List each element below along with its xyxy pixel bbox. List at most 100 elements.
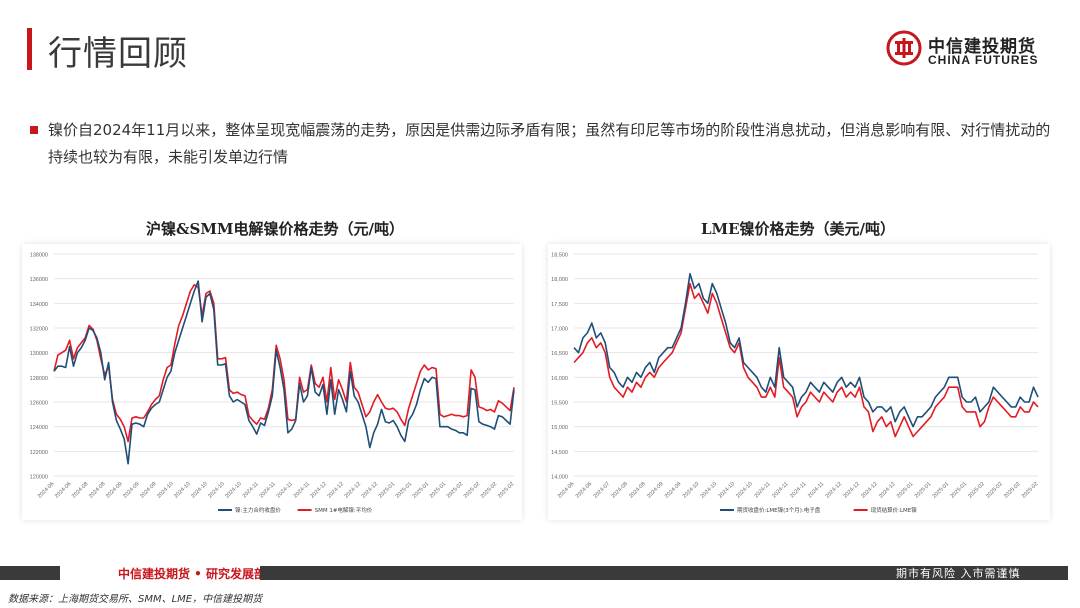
x-tick-label: 2024-12 — [860, 481, 879, 500]
x-tick-label: 2024-11 — [242, 481, 260, 499]
x-tick-label: 2025-01 — [914, 481, 933, 500]
footer-bar-left — [0, 566, 60, 580]
y-tick-label: 18,500 — [551, 253, 568, 259]
y-tick-label: 136000 — [30, 277, 48, 283]
x-tick-label: 2024-10 — [190, 481, 209, 500]
x-tick-label: 2025-01 — [950, 481, 969, 500]
chart-title-lme: LME镍价格走势（美元/吨） — [700, 220, 896, 238]
summary-text: 镍价自2024年11月以来，整体呈现宽幅震荡的走势，原因是供需边际矛盾有限；虽然… — [48, 121, 1051, 166]
x-tick-label: 2024-11 — [276, 481, 294, 499]
x-tick-label: 2024-06 — [54, 481, 73, 500]
x-tick-label: 2024-12 — [344, 481, 363, 500]
x-tick-label: 2025-01 — [932, 481, 951, 500]
x-tick-label: 2025-01 — [429, 481, 448, 500]
y-tick-label: 15,000 — [551, 425, 568, 431]
x-tick-label: 2024-11 — [807, 481, 825, 499]
y-tick-label: 138000 — [30, 253, 48, 259]
legend-label: 期货收盘价:LME镍(3个月):电子盘 — [737, 506, 821, 514]
chart-lme-svg: 14,000 14,500 15,000 15,500 16,000 16,500 17,0… — [551, 253, 1040, 515]
chart-shfe-nickel: 120000 122000 124000 126000 128000 130000 1320… — [22, 244, 522, 520]
x-tick-label: 2024-11 — [259, 481, 277, 499]
x-tick-label: 2024-11 — [789, 481, 807, 499]
page-title: 行情回顾 — [48, 34, 188, 74]
x-tick-label: 2024-12 — [878, 481, 897, 500]
x-tick-label: 2024-10 — [173, 481, 192, 500]
x-tick-label: 2024-06 — [557, 481, 576, 500]
footer-risk-slogan: 期市有风险 入市需谨慎 — [896, 567, 1021, 580]
data-source-note: 数据来源：上海期货交易所、SMM、LME，中信建投期货 — [8, 594, 263, 605]
footer-gap — [60, 566, 260, 580]
x-tick-label: 2025-02 — [1021, 481, 1040, 500]
x-tick-label: 2024-10 — [718, 481, 737, 500]
x-tick-label: 2024-12 — [825, 481, 844, 500]
y-tick-label: 120000 — [30, 475, 48, 481]
x-tick-label: 2024-10 — [156, 481, 175, 500]
y-tick-label: 15,500 — [551, 401, 568, 407]
y-tick-label: 128000 — [30, 376, 48, 382]
x-tick-label: 2024-10 — [224, 481, 243, 500]
x-tick-label: 2024-10 — [735, 481, 754, 500]
x-tick-label: 2024-09 — [122, 481, 141, 500]
series-line — [53, 283, 515, 443]
logo-chinese-name: 中信建投期货 — [928, 37, 1036, 57]
y-tick-label: 14,000 — [551, 475, 568, 481]
x-tick-label: 2025-01 — [378, 481, 397, 500]
x-tick-label: 2024-08 — [71, 481, 90, 500]
x-tick-label: 2024-12 — [842, 481, 861, 500]
x-tick-label: 2024-10 — [682, 481, 701, 500]
company-logo: 中信建投期货 CHINA FUTURES — [886, 30, 1066, 72]
legend-label: SMM 1#电解镍:平均价 — [315, 506, 373, 514]
bullet-icon — [30, 126, 38, 134]
x-tick-label: 2024-10 — [700, 481, 719, 500]
chart-title-shfe: 沪镍&SMM电解镍价格走势（元/吨） — [145, 220, 405, 238]
series-line — [573, 282, 1039, 438]
y-tick-label: 16,500 — [551, 351, 568, 357]
x-tick-label: 2025-02 — [446, 481, 465, 500]
series-line — [53, 280, 515, 465]
y-tick-label: 124000 — [30, 425, 48, 431]
y-tick-label: 14,500 — [551, 450, 568, 456]
y-tick-label: 17,500 — [551, 302, 568, 308]
x-tick-label: 2025-02 — [497, 481, 516, 500]
x-tick-label: 2024-12 — [361, 481, 380, 500]
chart-lme-nickel: 14,000 14,500 15,000 15,500 16,000 16,500 17,0… — [548, 244, 1050, 520]
x-tick-label: 2024-10 — [207, 481, 226, 500]
x-tick-label: 2024-07 — [593, 481, 612, 500]
logo-english-name: CHINA FUTURES — [928, 53, 1039, 67]
x-tick-label: 2024-09 — [646, 481, 665, 500]
y-tick-label: 16,000 — [551, 376, 568, 382]
x-tick-label: 2024-08 — [88, 481, 107, 500]
x-tick-label: 2025-01 — [395, 481, 414, 500]
footer-department: 中信建投期货 • 研究发展部 — [118, 567, 267, 581]
x-tick-label: 2024-06 — [575, 481, 594, 500]
x-tick-label: 2024-06 — [37, 481, 56, 500]
series-line — [573, 272, 1039, 428]
x-tick-label: 2024-09 — [105, 481, 124, 500]
legend-label: 现货结算价:LME镍 — [871, 506, 918, 514]
legend-label: 镍:主力合约收盘价 — [235, 506, 281, 514]
x-tick-label: 2024-11 — [753, 481, 771, 499]
x-tick-label: 2024-08 — [610, 481, 629, 500]
title-accent-bar — [27, 28, 32, 70]
x-tick-label: 2024-09 — [664, 481, 683, 500]
x-tick-label: 2025-02 — [463, 481, 482, 500]
x-tick-label: 2025-02 — [1003, 481, 1022, 500]
y-tick-label: 134000 — [30, 302, 48, 308]
y-tick-label: 122000 — [30, 450, 48, 456]
x-tick-label: 2025-01 — [896, 481, 915, 500]
x-tick-label: 2024-11 — [771, 481, 789, 499]
y-tick-label: 130000 — [30, 351, 48, 357]
x-tick-label: 2024-09 — [139, 481, 158, 500]
x-tick-label: 2024-11 — [293, 481, 311, 499]
x-tick-label: 2024-12 — [327, 481, 346, 500]
x-tick-label: 2025-02 — [985, 481, 1004, 500]
y-tick-label: 18,000 — [551, 277, 568, 283]
chart-shfe-svg: 120000 122000 124000 126000 128000 130000 1320… — [30, 253, 516, 515]
footer-bar-right — [260, 566, 1068, 580]
company-logo-icon — [886, 30, 922, 66]
x-tick-label: 2025-02 — [967, 481, 986, 500]
x-tick-label: 2024-08 — [628, 481, 647, 500]
x-tick-label: 2025-02 — [480, 481, 499, 500]
y-tick-label: 132000 — [30, 327, 48, 333]
y-tick-label: 126000 — [30, 401, 48, 407]
